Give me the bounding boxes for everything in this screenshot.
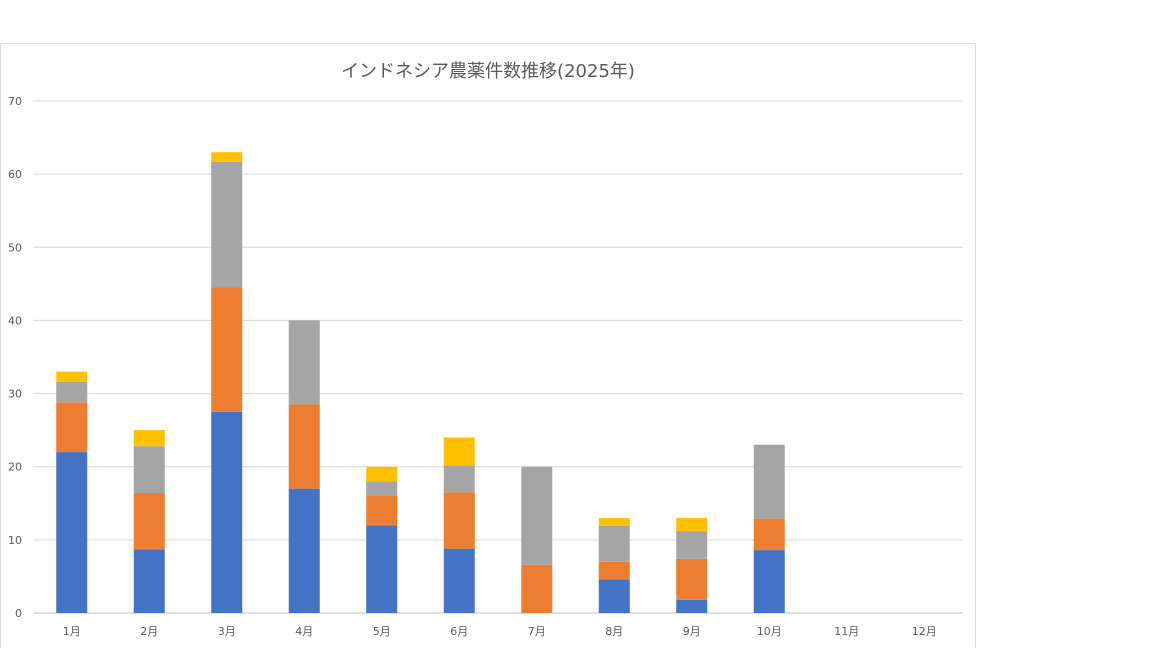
bar-10-series-1 — [753, 550, 785, 613]
bar-1-series-1 — [56, 452, 88, 613]
bar-6-series-1 — [443, 548, 475, 613]
x-tick-label-5: 5月 — [373, 625, 391, 638]
x-tick-label-3: 3月 — [218, 625, 236, 638]
bar-4-series-3 — [288, 320, 320, 405]
y-tick-label-0: 0 — [15, 607, 22, 620]
x-tick-label-2: 2月 — [140, 625, 158, 638]
x-tick-label-8: 8月 — [605, 625, 623, 638]
x-tick-label-4: 4月 — [295, 625, 313, 638]
bar-5-series-1 — [366, 525, 398, 613]
y-tick-label-2: 20 — [8, 461, 22, 474]
bar-3-series-4 — [211, 152, 243, 162]
bar-4-series-1 — [288, 488, 320, 613]
bar-9-series-2 — [676, 558, 708, 600]
bar-8-series-1 — [598, 579, 630, 613]
x-tick-label-9: 9月 — [683, 625, 701, 638]
bar-6-series-2 — [443, 492, 475, 549]
y-tick-label-3: 30 — [8, 388, 22, 401]
bar-10-series-2 — [753, 518, 785, 551]
bar-8-series-2 — [598, 561, 630, 580]
bar-1-series-2 — [56, 402, 88, 453]
bar-2-series-2 — [133, 493, 165, 550]
bar-4-series-2 — [288, 404, 320, 489]
y-tick-label-1: 10 — [8, 534, 22, 547]
bar-8-series-4 — [598, 517, 630, 526]
x-tick-label-10: 10月 — [757, 625, 782, 638]
y-tick-label-7: 70 — [8, 95, 22, 108]
y-tick-label-6: 60 — [8, 168, 22, 181]
bar-3-series-3 — [211, 161, 243, 288]
bar-5-series-3 — [366, 481, 398, 496]
bar-5-series-4 — [366, 466, 398, 482]
bar-3-series-1 — [211, 411, 243, 613]
bar-10-series-3 — [753, 444, 785, 519]
bar-1-series-3 — [56, 381, 88, 403]
x-tick-label-12: 12月 — [912, 625, 937, 638]
y-tick-label-5: 50 — [8, 241, 22, 254]
bar-2-series-4 — [133, 430, 165, 447]
y-tick-label-4: 40 — [8, 314, 22, 327]
bar-1-series-4 — [56, 371, 88, 382]
x-tick-label-11: 11月 — [834, 625, 859, 638]
bar-9-series-4 — [676, 517, 708, 532]
bar-9-series-1 — [676, 599, 708, 613]
bar-6-series-4 — [443, 437, 475, 466]
bar-8-series-3 — [598, 525, 630, 562]
bar-2-series-1 — [133, 549, 165, 613]
bar-7-series-2 — [521, 564, 553, 613]
bar-9-series-3 — [676, 531, 708, 559]
bar-2-series-3 — [133, 446, 165, 494]
x-tick-label-6: 6月 — [450, 625, 468, 638]
x-tick-label-1: 1月 — [63, 625, 81, 638]
bar-6-series-3 — [443, 465, 475, 493]
x-tick-label-7: 7月 — [528, 625, 546, 638]
bar-3-series-2 — [211, 287, 243, 412]
chart-title: インドネシア農薬件数推移(2025年) — [341, 61, 635, 82]
bar-5-series-2 — [366, 495, 398, 526]
bar-7-series-3 — [521, 466, 553, 565]
